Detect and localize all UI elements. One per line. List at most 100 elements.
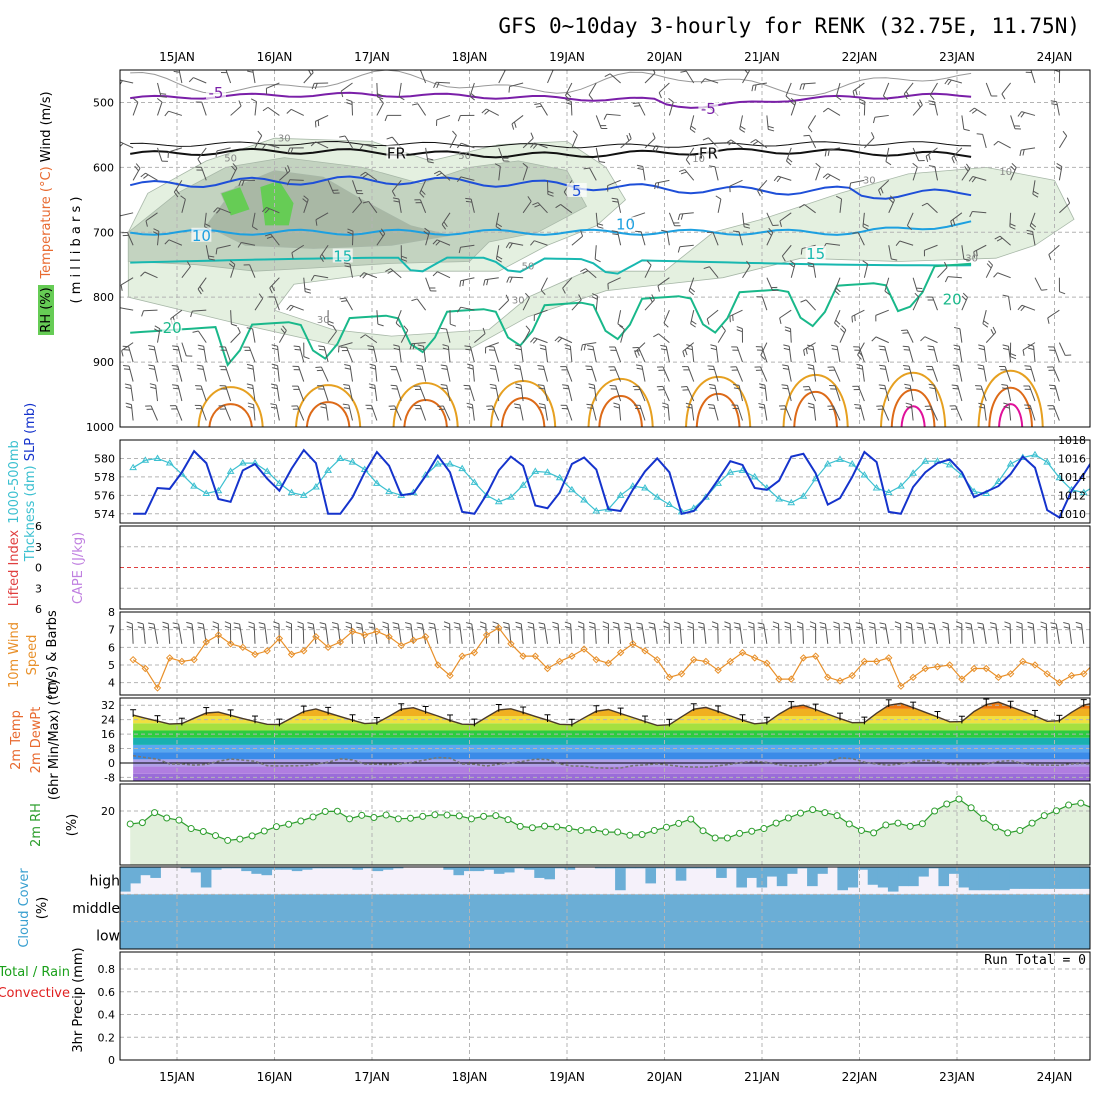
wind-barb: [252, 365, 256, 382]
wind-barb: [813, 404, 817, 421]
wind-barb-feather: [677, 213, 681, 221]
wind-tick: 8: [108, 606, 115, 619]
wind-barb: [950, 212, 963, 222]
wind-barb: [629, 623, 634, 644]
wind-barb: [520, 623, 524, 644]
wind-barb: [168, 110, 183, 116]
wind-barb-feather: [554, 336, 560, 342]
wind-speed-point: [214, 631, 223, 639]
wind-barb-feather: [856, 363, 863, 367]
wind-barb-feather: [262, 106, 269, 112]
wind-barb: [557, 623, 561, 644]
wind-barb-feather: [978, 344, 985, 347]
isotherm-warm-1: [890, 389, 936, 427]
wind-barb: [1058, 342, 1066, 356]
wind-barb: [852, 82, 865, 92]
wind-barb: [848, 623, 853, 644]
wind-barb-feather: [1059, 291, 1066, 295]
wind-barb-feather: [171, 364, 178, 367]
wind-barb-feather: [311, 70, 314, 73]
wind-speed-point: [373, 627, 381, 636]
wind-barb: [778, 623, 780, 644]
wind-barb-feather: [895, 240, 901, 246]
wind-barb: [644, 72, 656, 84]
cloud-high-bar: [140, 867, 151, 876]
wind-barb: [595, 147, 600, 162]
wind-barb-feather: [538, 403, 545, 406]
cloud-high-bar: [554, 867, 566, 869]
wind-barb: [857, 386, 865, 402]
wind-barb: [607, 277, 621, 285]
wind-barb-feather: [870, 132, 875, 138]
wind-barb-feather: [428, 622, 435, 625]
wind-barb-feather: [173, 191, 179, 198]
wind-barb-feather: [978, 367, 985, 370]
wind-barb: [423, 346, 427, 363]
wind-barb-feather: [530, 132, 534, 139]
wind-barb: [1032, 623, 1036, 644]
wind-barb: [714, 385, 719, 402]
wind-barb-feather: [952, 387, 959, 390]
wind-barb: [181, 266, 191, 279]
date-label-top: 24JAN: [1037, 50, 1073, 64]
wind-speed-point: [897, 682, 905, 690]
wind-barb: [565, 366, 573, 382]
wind-barb: [679, 623, 683, 644]
wind-barb: [519, 404, 524, 421]
isotherm-warm-0: [490, 380, 557, 427]
wind-barb-feather: [234, 626, 241, 629]
wind-barb-feather: [271, 363, 278, 367]
wind-speed-point: [178, 657, 186, 666]
date-label-top: 22JAN: [842, 50, 878, 64]
wind-speed-point: [750, 654, 759, 662]
rh2m-point: [626, 831, 634, 839]
wind-barb-feather: [148, 367, 155, 370]
wind-barb-feather: [386, 136, 393, 140]
wind-barb-feather: [464, 345, 471, 348]
wind-barb-feather: [264, 208, 270, 214]
wind-barb: [704, 78, 719, 84]
precip-tick: 0: [108, 1054, 115, 1067]
wind-barb-feather: [929, 103, 936, 106]
wind-barb-feather: [423, 230, 429, 236]
wind-barb-feather: [746, 260, 751, 267]
wind-barb-feather: [382, 625, 389, 629]
precip-tick: 0.8: [98, 963, 116, 976]
cloud-high-bar: [675, 867, 687, 881]
wind-barb-feather: [303, 195, 309, 200]
contour-label-bg: [805, 245, 826, 260]
wind-speed-point: [519, 652, 527, 660]
wind-barb-feather: [971, 177, 977, 183]
date-label-top: 23JAN: [939, 50, 975, 64]
wind-barb-feather: [708, 165, 716, 168]
wind-barb-feather: [527, 626, 534, 629]
wind-barb: [851, 309, 865, 317]
wind-barb-feather: [851, 316, 854, 323]
wind-barb-feather: [457, 115, 461, 122]
date-label-top: 19JAN: [549, 50, 585, 64]
wind-barb-feather: [839, 328, 845, 334]
wind-speed-point: [1006, 670, 1015, 678]
wind-barb: [1008, 404, 1012, 421]
wind-barb: [493, 346, 500, 363]
wind-barb-feather: [1033, 190, 1039, 195]
wind-barb-feather: [271, 347, 279, 351]
wind-barb: [827, 173, 841, 181]
wind-barb-feather: [228, 263, 235, 268]
wind-barb-feather: [319, 622, 326, 625]
wind-barb: [522, 330, 531, 343]
wind-barb: [638, 347, 646, 363]
rh2m-point: [516, 822, 524, 830]
wind-barb-feather: [943, 261, 948, 268]
wind-barb-feather: [197, 288, 202, 295]
wind-barb-feather: [648, 622, 655, 625]
wind-barb-feather: [434, 170, 440, 175]
wind-barb: [230, 167, 238, 181]
wind-barb: [249, 264, 256, 278]
wind-barb: [709, 266, 719, 279]
wind-barb: [933, 101, 938, 116]
wind-speed-point: [421, 633, 430, 641]
wind-barb-feather: [702, 137, 709, 141]
wind-barb: [779, 212, 792, 222]
wind-barb: [766, 212, 774, 226]
